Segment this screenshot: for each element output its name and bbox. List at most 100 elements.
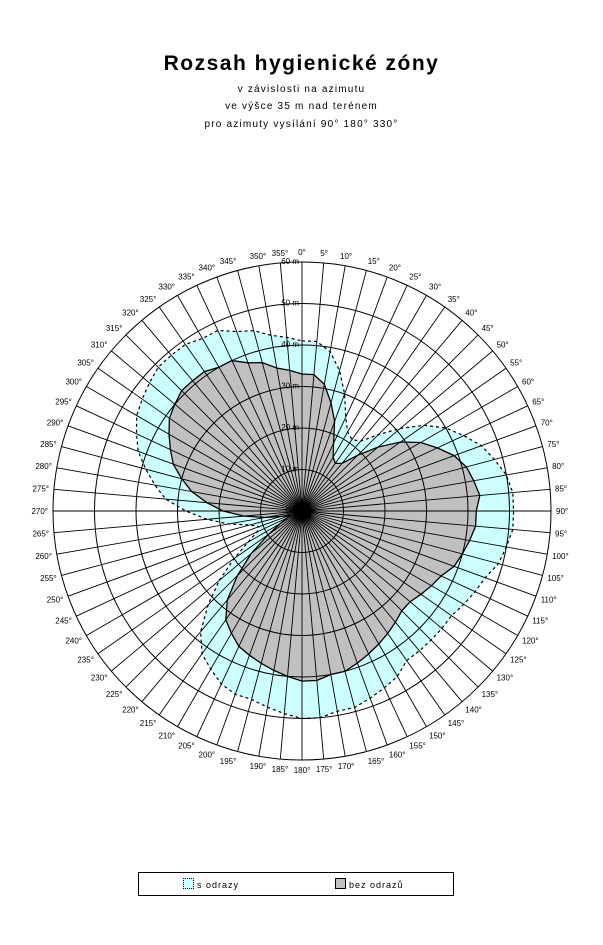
azimuth-label: 300° (65, 378, 82, 387)
grid-spoke (301, 510, 528, 617)
azimuth-label: 125° (510, 656, 527, 665)
azimuth-label: 50° (497, 341, 509, 350)
grid-spoke (301, 306, 446, 512)
azimuth-label: 235° (77, 656, 94, 665)
chart-subtitle-1: v závislosti na azimutu (237, 84, 366, 95)
radial-tick-label: 30 m (281, 382, 299, 391)
azimuth-label: 75° (547, 440, 559, 449)
azimuth-label: 190° (250, 762, 267, 771)
radial-tick-label: 40 m (281, 340, 299, 349)
grid-spoke (237, 510, 303, 752)
grid-spoke (56, 510, 303, 555)
azimuth-label: 60° (522, 378, 534, 387)
azimuth-label: 320° (122, 309, 139, 318)
grid-spoke (301, 334, 479, 512)
radial-tick-label: 50 m (281, 299, 299, 308)
grid-spoke (158, 306, 303, 512)
azimuth-label: 220° (122, 705, 139, 714)
azimuth-label: 70° (541, 418, 553, 427)
azimuth-label: 275° (32, 484, 49, 493)
grid-spoke (141, 320, 303, 512)
grid-spoke (216, 510, 303, 746)
grid-spoke (301, 510, 543, 576)
center-hub (293, 502, 311, 520)
azimuth-label: 35° (448, 295, 460, 304)
grid-spoke (301, 510, 408, 737)
grid-spoke (301, 510, 507, 655)
series-s-odrazy-line (135, 329, 515, 720)
grid-spoke (67, 425, 303, 512)
grid-spoke (216, 276, 303, 512)
grid-spoke (111, 350, 303, 512)
grid-spoke (53, 510, 303, 534)
grid-spoke (301, 276, 388, 512)
grid-spoke (177, 510, 303, 727)
legend-item-s-odrazy: s odrazy (183, 878, 239, 890)
azimuth-label: 250° (47, 596, 64, 605)
azimuth-label: 270° (31, 507, 48, 516)
azimuth-label: 0° (298, 248, 306, 257)
azimuth-label: 285° (40, 440, 57, 449)
grid-spoke (279, 510, 303, 760)
azimuth-label: 175° (316, 765, 333, 774)
grid-spoke (279, 262, 303, 512)
azimuth-label: 215° (140, 719, 157, 728)
grid-spoke (301, 510, 446, 716)
azimuth-label: 140° (465, 705, 482, 714)
azimuth-label: 295° (55, 398, 72, 407)
grid-spoke (301, 510, 551, 534)
azimuth-label: 30° (429, 283, 441, 292)
azimuth-label: 90° (556, 507, 568, 516)
azimuth-label: 205° (178, 742, 195, 751)
grid-spoke (301, 425, 537, 512)
azimuth-label: 145° (448, 719, 465, 728)
grid-spoke (301, 285, 408, 512)
grid-spoke (258, 510, 303, 757)
azimuth-label: 305° (77, 358, 94, 367)
grid-spoke (301, 488, 551, 512)
azimuth-label: 25° (409, 272, 421, 281)
radial-tick-label: 10 m (281, 465, 299, 474)
grid-spoke (301, 510, 479, 688)
radial-tick-label: 20 m (281, 423, 299, 432)
azimuth-label: 95° (555, 530, 567, 539)
azimuth-label: 185° (272, 765, 289, 774)
azimuth-label: 160° (389, 750, 406, 759)
azimuth-label: 85° (555, 484, 567, 493)
grid-spoke (196, 510, 303, 737)
radial-tick-label: 0 m (286, 506, 300, 515)
legend-item-bez-odrazu: bez odrazů (335, 878, 404, 890)
grid-spoke (125, 510, 303, 688)
azimuth-label: 240° (65, 637, 82, 646)
grid-spoke (86, 386, 303, 512)
azimuth-label: 150° (429, 731, 446, 740)
azimuth-label: 10° (340, 252, 352, 261)
grid-spoke (56, 467, 303, 512)
azimuth-label: 15° (368, 257, 380, 266)
grid-spoke (76, 405, 303, 512)
grid-spoke (76, 510, 303, 617)
chart-subtitle-2: ve výšce 35 m nad terénem (225, 101, 378, 112)
azimuth-label: 40° (465, 309, 477, 318)
azimuth-label: 130° (497, 674, 514, 683)
azimuth-label: 315° (106, 324, 123, 333)
azimuth-label: 135° (482, 690, 499, 699)
azimuth-label: 120° (522, 637, 539, 646)
grid-spoke (125, 334, 303, 512)
azimuth-label: 325° (140, 295, 157, 304)
azimuth-label: 245° (55, 617, 72, 626)
grid-spoke (301, 262, 325, 512)
grid-spoke (258, 265, 303, 512)
grid-spoke (301, 510, 463, 702)
chart-subtitle-3: pro azimuty vysílání 90° 180° 330° (204, 119, 399, 130)
grid-spoke (301, 510, 493, 672)
grid-spoke (301, 510, 427, 727)
azimuth-label: 110° (541, 596, 557, 605)
azimuth-label: 80° (552, 462, 564, 471)
azimuth-label: 335° (178, 272, 195, 281)
azimuth-label: 65° (532, 398, 544, 407)
azimuth-label: 210° (158, 731, 175, 740)
grid-spoke (61, 510, 303, 576)
azimuth-label: 170° (338, 762, 355, 771)
grid-spoke (177, 295, 303, 512)
